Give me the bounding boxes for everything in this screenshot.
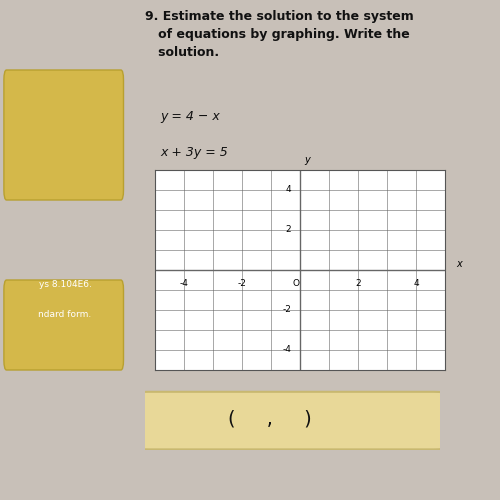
Text: y: y — [304, 155, 310, 165]
Text: ndard form.: ndard form. — [38, 310, 92, 319]
Text: 2: 2 — [355, 279, 361, 288]
Text: (     ,     ): ( , ) — [228, 410, 312, 428]
Text: -4: -4 — [282, 346, 292, 354]
FancyBboxPatch shape — [136, 392, 446, 450]
Text: 2: 2 — [286, 226, 292, 234]
Text: 9. Estimate the solution to the system
   of equations by graphing. Write the
  : 9. Estimate the solution to the system o… — [145, 10, 414, 59]
Text: -4: -4 — [180, 279, 188, 288]
Text: x: x — [456, 259, 462, 269]
Text: y = 4 − x: y = 4 − x — [160, 110, 220, 123]
Text: x + 3y = 5: x + 3y = 5 — [160, 146, 228, 159]
FancyBboxPatch shape — [4, 70, 124, 200]
Text: -2: -2 — [238, 279, 246, 288]
Text: O: O — [292, 279, 299, 288]
Text: 4: 4 — [413, 279, 419, 288]
Text: 4: 4 — [286, 186, 292, 194]
FancyBboxPatch shape — [4, 280, 124, 370]
Text: ys 8.104E6.: ys 8.104E6. — [38, 280, 92, 289]
Text: -2: -2 — [282, 306, 292, 314]
